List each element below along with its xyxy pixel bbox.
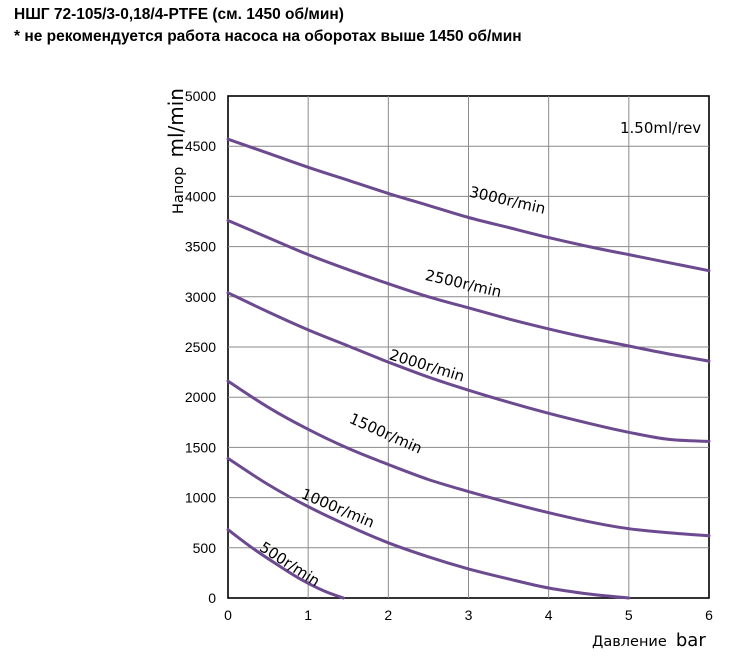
series-label: 3000r/min (468, 183, 548, 218)
chart-ticks: 0 1 2 3 4 5 6 0 500 1000 1500 2000 2500 3000 3500 4000 4… (185, 88, 713, 623)
x-tick-label: 3 (465, 607, 473, 623)
series-label: 500r/min (256, 538, 323, 590)
series-line (226, 137, 711, 273)
y-tick-label: 500 (193, 540, 217, 556)
chart-header: НШГ 72-105/3-0,18/4-PTFE (см. 1450 об/ми… (14, 4, 522, 48)
y-tick-label: 3000 (185, 289, 216, 305)
y-tick-label: 2500 (185, 339, 216, 355)
y-axis-title: Напор ml/min (164, 88, 188, 214)
x-axis-title: Давление bar (592, 630, 706, 651)
y-tick-label: 1500 (185, 439, 216, 455)
series-line (226, 528, 345, 600)
y-axis-title-unit: ml/min (164, 88, 188, 158)
series-line (226, 219, 711, 363)
y-axis-title-text: Напор (171, 167, 187, 214)
x-tick-label: 5 (625, 607, 633, 623)
x-tick-label: 6 (705, 607, 713, 623)
y-tick-label: 4000 (185, 188, 216, 204)
y-tick-label: 5000 (185, 88, 216, 104)
y-tick-label: 3500 (185, 239, 216, 255)
x-tick-label: 1 (304, 607, 312, 623)
series-line (226, 291, 711, 443)
chart-grid (227, 95, 710, 599)
x-axis-title-text: Давление (592, 634, 667, 650)
y-tick-label: 1000 (185, 490, 216, 506)
series-line (226, 456, 631, 600)
series-label: 1500r/min (347, 410, 425, 458)
y-tick-label: 0 (208, 590, 216, 606)
x-axis-title-unit: bar (676, 630, 706, 651)
displacement-annotation: 1.50ml/rev (620, 119, 701, 137)
y-tick-label: 4500 (185, 138, 216, 154)
series-label: 2000r/min (387, 346, 467, 386)
x-tick-label: 2 (384, 607, 392, 623)
chart-title: НШГ 72-105/3-0,18/4-PTFE (см. 1450 об/ми… (14, 6, 344, 23)
x-tick-label: 0 (224, 607, 232, 623)
x-tick-label: 4 (545, 607, 553, 623)
series-label: 2500r/min (424, 266, 504, 301)
y-tick-label: 2000 (185, 389, 216, 405)
chart-note: * не рекомендуется работа насоса на обор… (14, 28, 522, 45)
series-line (226, 379, 711, 538)
chart-curve-labels: 3000r/min2500r/min2000r/min1500r/min1000… (256, 183, 547, 591)
chart-series (226, 137, 711, 600)
